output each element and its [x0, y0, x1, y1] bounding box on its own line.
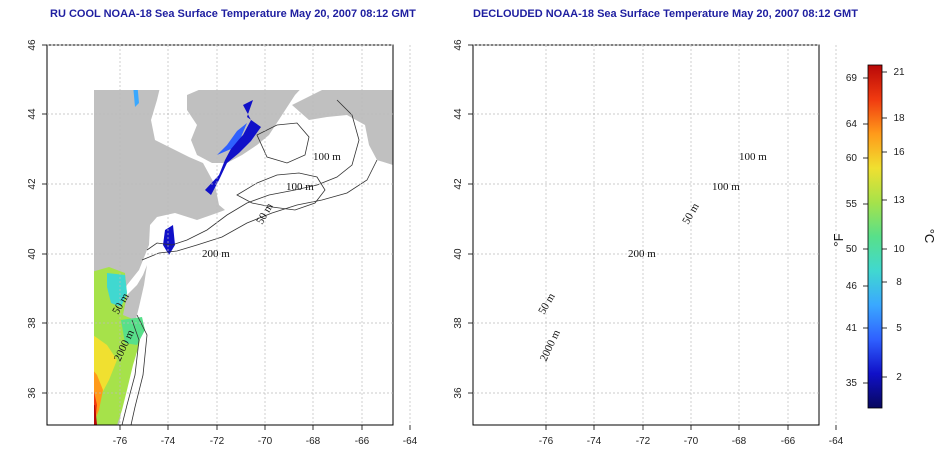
lon-tick-label: -76 [113, 436, 128, 447]
contour-label: 200 m [202, 248, 230, 260]
left-map-title: RU COOL NOAA-18 Sea Surface Temperature … [50, 8, 416, 20]
lat-tick-label: 42 [453, 178, 464, 190]
right-grid [473, 44, 837, 425]
left-sst-blue-patch [163, 225, 175, 255]
lat-tick-label: 44 [453, 108, 464, 120]
fahrenheit-tick-label: 69 [846, 73, 858, 84]
contour-label: 100 m [286, 181, 314, 193]
lon-tick-label: -66 [781, 436, 796, 447]
temperature-colorbar: 69 64 60 55 50 46 41 35 21 18 16 13 10 8 5 2 °F °C [831, 64, 937, 409]
right-map-title: DECLOUDED NOAA-18 Sea Surface Temperatur… [473, 8, 858, 20]
fahrenheit-tick-label: 35 [846, 378, 858, 389]
lon-tick-label: -64 [829, 436, 844, 447]
lat-tick-label: 46 [453, 39, 464, 51]
left-grid [47, 44, 411, 425]
contour-label: 100 m [313, 151, 341, 163]
left-bathymetry-contours [121, 99, 378, 426]
lon-tick-label: -68 [732, 436, 747, 447]
lon-tick-label: -74 [587, 436, 602, 447]
celsius-tick-label: 21 [893, 67, 905, 78]
lat-tick-label: 44 [27, 108, 38, 120]
celsius-tick-label: 8 [896, 277, 902, 288]
lon-tick-label: -72 [636, 436, 651, 447]
contour-label: 100 m [712, 181, 740, 193]
celsius-tick-label: 16 [893, 147, 905, 158]
left-sst-cyan [107, 273, 127, 307]
fahrenheit-ticks: 69 64 60 55 50 46 41 35 [846, 73, 868, 389]
lat-tick-label: 36 [453, 387, 464, 399]
lon-tick-label: -72 [210, 436, 225, 447]
celsius-tick-label: 5 [896, 323, 902, 334]
celsius-ticks: 21 18 16 13 10 8 5 2 [882, 67, 905, 383]
lon-tick-label: -66 [355, 436, 370, 447]
lat-tick-label: 42 [27, 178, 38, 190]
lat-tick-label: 46 [27, 39, 38, 51]
right-map-panel [472, 44, 820, 426]
celsius-tick-label: 10 [893, 244, 905, 255]
celsius-unit-label: °C [922, 229, 937, 244]
lon-tick-label: -64 [403, 436, 418, 447]
left-map-panel [46, 44, 394, 426]
contour-label: 200 m [628, 248, 656, 260]
lon-tick-label: -70 [684, 436, 699, 447]
left-sst-blue-gulf [205, 100, 261, 195]
lat-tick-label: 38 [27, 317, 38, 329]
celsius-tick-label: 18 [893, 113, 905, 124]
fahrenheit-tick-label: 41 [846, 323, 858, 334]
contour-label: 100 m [739, 151, 767, 163]
celsius-tick-label: 13 [893, 195, 905, 206]
fahrenheit-tick-label: 50 [846, 244, 858, 255]
left-sst-darkred [94, 405, 97, 425]
lon-tick-label: -68 [306, 436, 321, 447]
celsius-tick-label: 2 [896, 372, 902, 383]
lat-tick-label: 38 [453, 317, 464, 329]
colorbar-scale [867, 64, 883, 409]
fahrenheit-tick-label: 46 [846, 281, 858, 292]
lon-tick-label: -70 [258, 436, 273, 447]
fahrenheit-tick-label: 64 [846, 119, 858, 130]
lat-tick-label: 40 [453, 248, 464, 260]
left-sst-green [94, 267, 143, 425]
fahrenheit-tick-label: 55 [846, 199, 858, 210]
lat-tick-label: 40 [27, 248, 38, 260]
right-axis-ticks: -76 -74 -72 -70 -68 -66 -64 46 44 42 40 38 36 [453, 39, 844, 447]
lon-tick-label: -74 [161, 436, 176, 447]
fahrenheit-tick-label: 60 [846, 153, 858, 164]
fahrenheit-unit-label: °F [831, 233, 846, 246]
lon-tick-label: -76 [539, 436, 554, 447]
lat-tick-label: 36 [27, 387, 38, 399]
left-axis-ticks: -76 -74 -72 -70 -68 -66 -64 46 44 42 40 38 36 [27, 39, 418, 447]
